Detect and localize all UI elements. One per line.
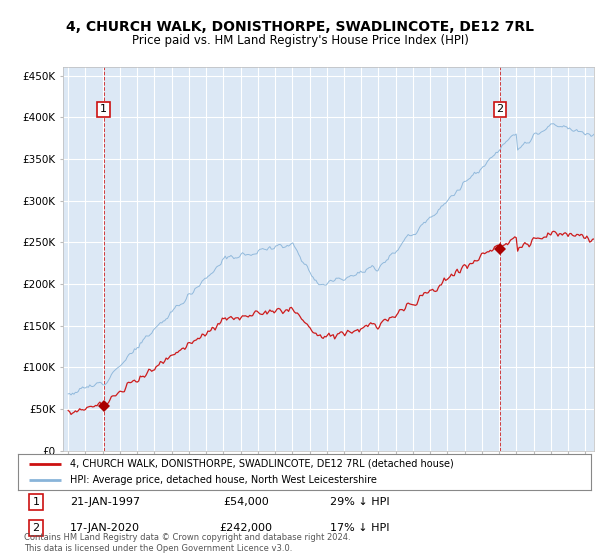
Text: £242,000: £242,000: [220, 523, 272, 533]
Text: 29% ↓ HPI: 29% ↓ HPI: [330, 497, 390, 507]
Text: 1: 1: [32, 497, 40, 507]
Text: 17% ↓ HPI: 17% ↓ HPI: [330, 523, 390, 533]
Text: Price paid vs. HM Land Registry's House Price Index (HPI): Price paid vs. HM Land Registry's House …: [131, 34, 469, 46]
Text: 2: 2: [32, 523, 40, 533]
Text: 4, CHURCH WALK, DONISTHORPE, SWADLINCOTE, DE12 7RL (detached house): 4, CHURCH WALK, DONISTHORPE, SWADLINCOTE…: [70, 459, 454, 469]
Text: 4, CHURCH WALK, DONISTHORPE, SWADLINCOTE, DE12 7RL: 4, CHURCH WALK, DONISTHORPE, SWADLINCOTE…: [66, 20, 534, 34]
Text: HPI: Average price, detached house, North West Leicestershire: HPI: Average price, detached house, Nort…: [70, 475, 376, 485]
Text: 1: 1: [100, 104, 107, 114]
Text: 17-JAN-2020: 17-JAN-2020: [70, 523, 140, 533]
Text: 2: 2: [496, 104, 503, 114]
Text: 21-JAN-1997: 21-JAN-1997: [70, 497, 140, 507]
Text: Contains HM Land Registry data © Crown copyright and database right 2024.
This d: Contains HM Land Registry data © Crown c…: [24, 533, 350, 553]
Text: £54,000: £54,000: [223, 497, 269, 507]
